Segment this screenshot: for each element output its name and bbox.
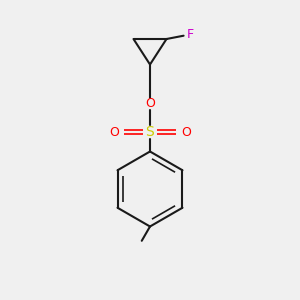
- Text: O: O: [109, 125, 119, 139]
- Text: O: O: [145, 97, 155, 110]
- Text: F: F: [187, 28, 194, 41]
- Text: S: S: [146, 125, 154, 139]
- Text: O: O: [181, 125, 191, 139]
